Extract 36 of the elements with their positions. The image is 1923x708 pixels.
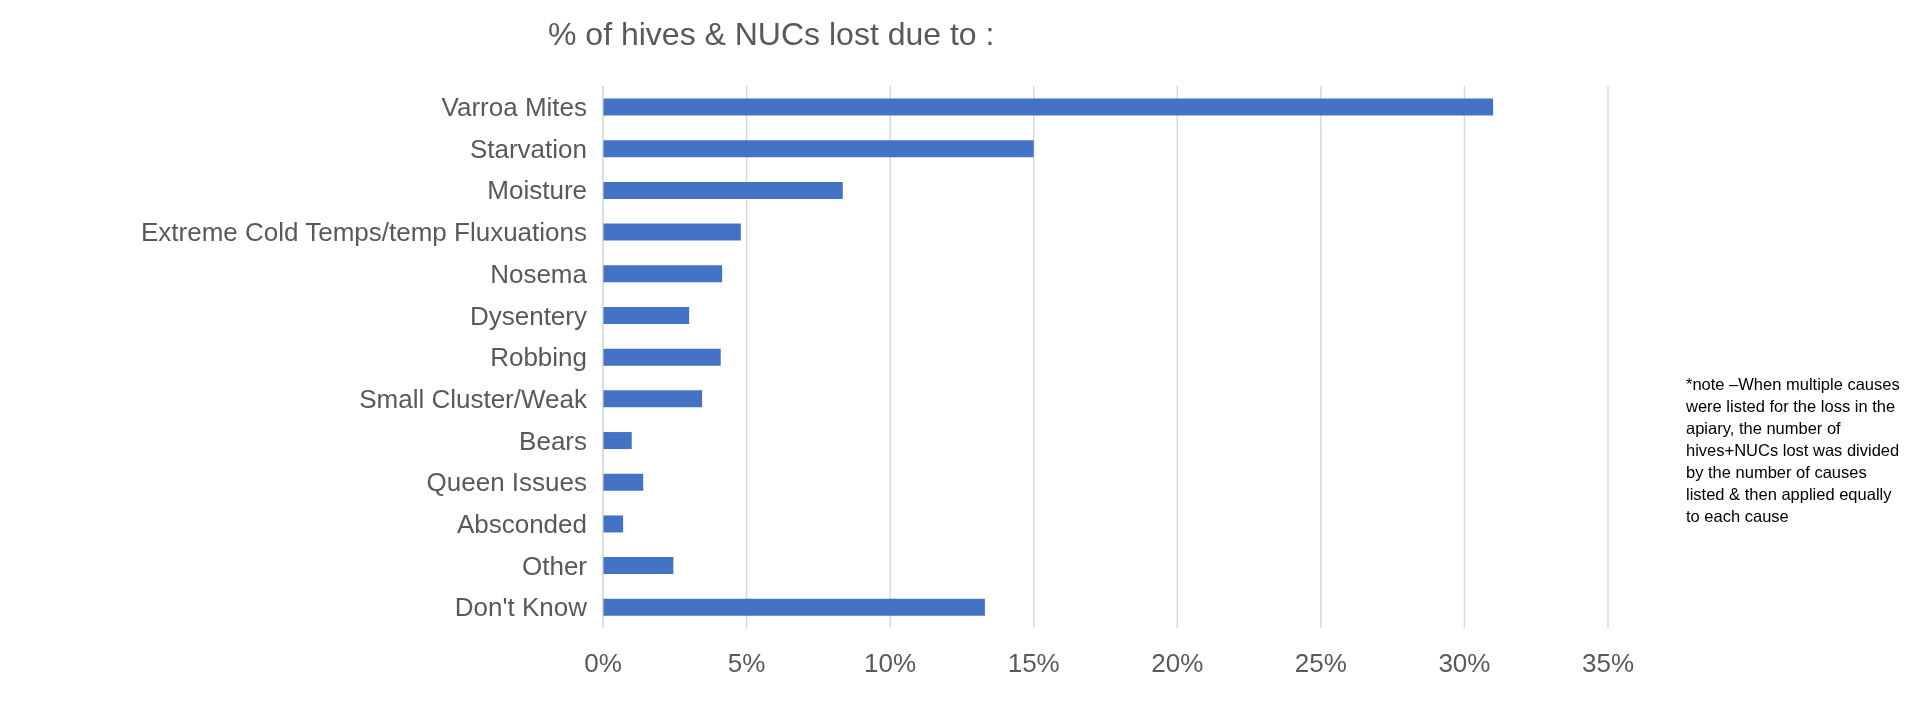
bar	[603, 432, 632, 450]
y-tick-label: Moisture	[487, 175, 587, 206]
y-tick-label: Don't Know	[454, 592, 588, 623]
y-tick-label: Small Cluster/Weak	[359, 383, 588, 414]
x-tick-label: 10%	[864, 648, 917, 679]
bar	[603, 306, 690, 324]
x-tick-label: 35%	[1581, 648, 1635, 679]
y-tick-label: Nosema	[490, 258, 588, 289]
bar	[603, 348, 721, 366]
x-tick-label: 5%	[727, 648, 766, 679]
bar	[603, 515, 624, 533]
y-tick-label: Bears	[519, 425, 587, 456]
y-tick-label: Extreme Cold Temps/temp Fluxuations	[140, 217, 587, 248]
y-tick-label: Absconded	[456, 509, 587, 539]
bar	[603, 98, 1494, 116]
bar	[603, 390, 703, 408]
text: *note –When multiple causes were listed for the loss in the apiary, the number of hives+NUCs lost was divided by the number of causes listed & then applied equally to each cause	[1686, 374, 1901, 527]
bar	[603, 223, 741, 241]
x-tick-label: 15%	[1007, 648, 1060, 679]
bar	[603, 140, 1034, 158]
y-tick-label: Starvation	[469, 133, 587, 164]
x-tick-label: 0%	[584, 648, 622, 679]
y-tick-label: Queen Issues	[426, 467, 587, 498]
x-tick-label: 20%	[1151, 648, 1204, 679]
y-tick-label: Robbing	[490, 342, 587, 373]
chart-title: % of hives & NUCs lost due to :	[548, 16, 995, 53]
bar	[603, 181, 843, 199]
x-tick-label: 30%	[1438, 648, 1491, 679]
y-tick-label: Other	[521, 550, 588, 581]
x-tick-label: 25%	[1294, 648, 1347, 679]
y-tick-label: Varroa Mites	[441, 92, 587, 123]
bar	[603, 598, 985, 616]
y-tick-label: Dysentery	[469, 300, 587, 331]
bar	[603, 265, 723, 283]
bar	[603, 557, 674, 575]
bar	[603, 473, 644, 491]
